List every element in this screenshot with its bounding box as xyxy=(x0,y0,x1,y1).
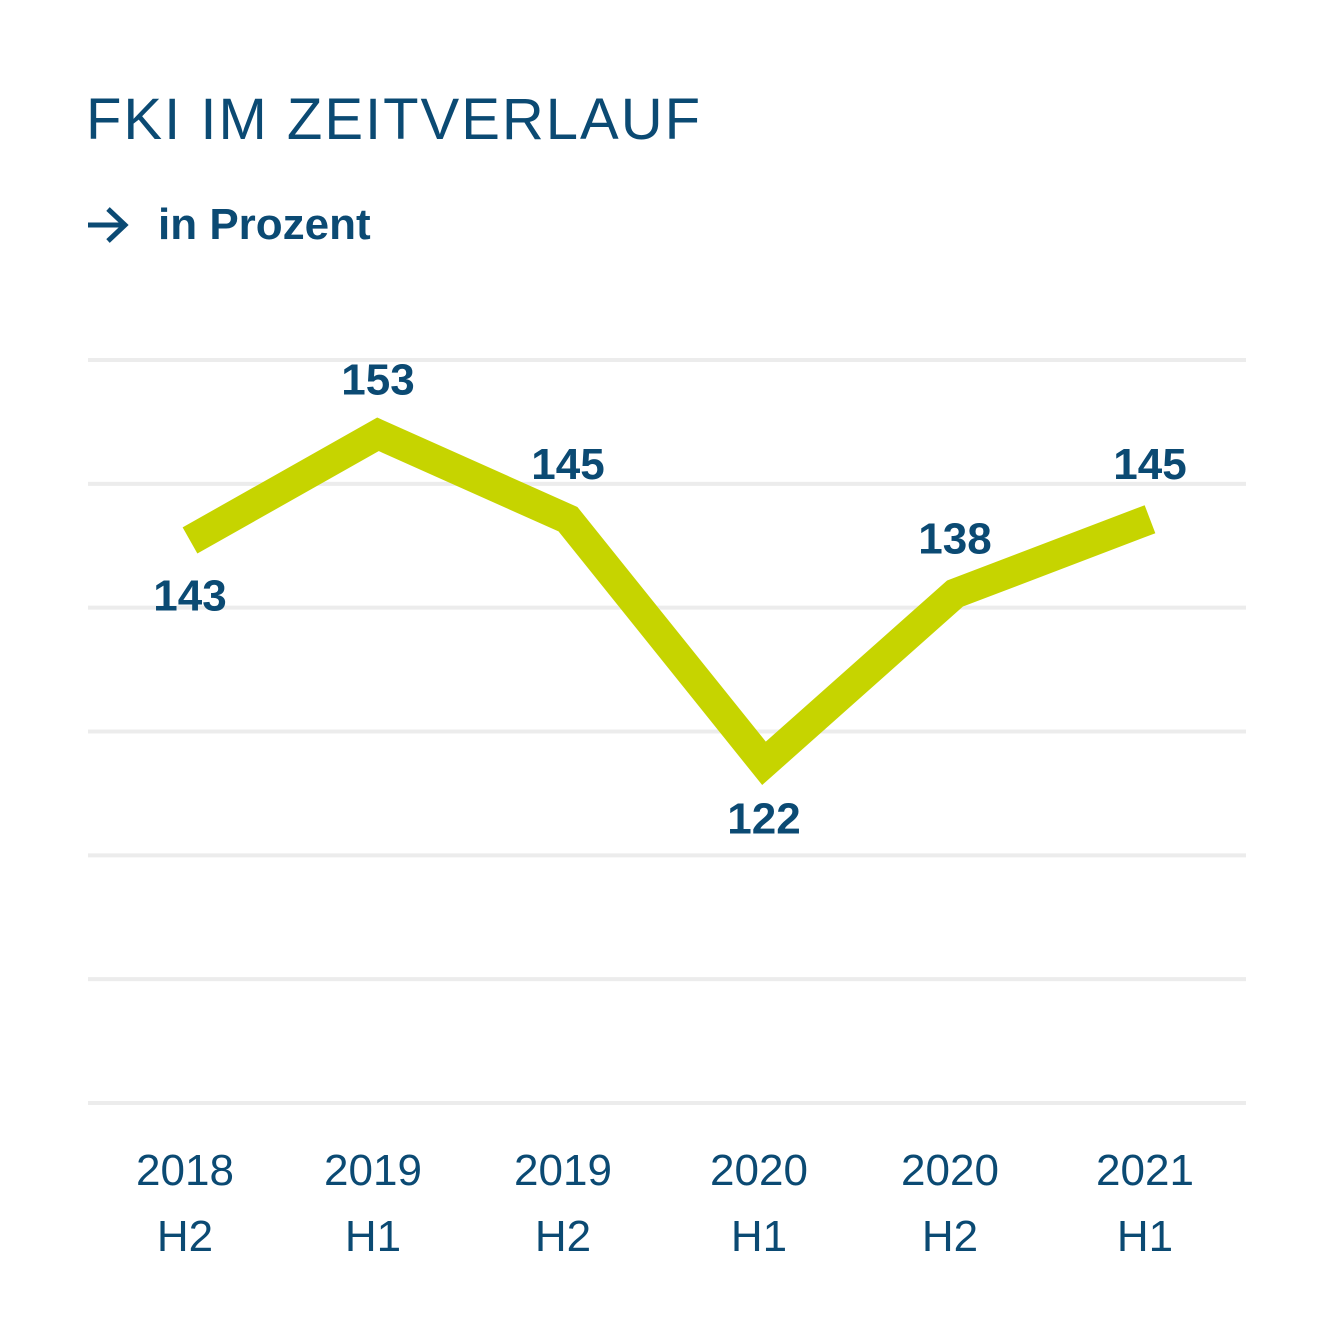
value-labels: 143 153 145 122 138 145 xyxy=(153,355,1186,843)
chart-subtitle: in Prozent xyxy=(86,200,371,250)
x-tick-label: H1 xyxy=(731,1212,787,1261)
x-tick-label: 2019 xyxy=(324,1146,422,1195)
chart-title: FKI IM ZEITVERLAUF xyxy=(86,87,703,152)
series-line xyxy=(182,417,1156,786)
data-label: 138 xyxy=(918,515,991,564)
x-tick-label: 2020 xyxy=(901,1146,999,1195)
x-tick-label: 2019 xyxy=(514,1146,612,1195)
x-tick-label: 2020 xyxy=(710,1146,808,1195)
data-label: 153 xyxy=(341,355,414,404)
arrow-right-icon xyxy=(88,207,129,243)
grid-lines xyxy=(88,358,1246,1105)
data-label: 122 xyxy=(727,794,800,843)
data-label: 145 xyxy=(1113,440,1186,489)
subtitle-text: in Prozent xyxy=(158,200,371,249)
x-tick-label: H2 xyxy=(535,1212,591,1261)
data-label: 143 xyxy=(153,571,226,620)
x-tick-label: H1 xyxy=(345,1212,401,1261)
x-tick-label: H2 xyxy=(157,1212,213,1261)
x-axis-tick-labels: 2018 H2 2019 H1 2019 H2 2020 H1 2020 H2 2021 H1 xyxy=(136,1146,1194,1261)
x-tick-label: 2018 xyxy=(136,1146,234,1195)
data-label: 145 xyxy=(531,440,604,489)
x-tick-label: H1 xyxy=(1117,1212,1173,1261)
x-tick-label: 2021 xyxy=(1096,1146,1194,1195)
series-line-layer xyxy=(182,417,1156,786)
x-tick-label: H2 xyxy=(922,1212,978,1261)
